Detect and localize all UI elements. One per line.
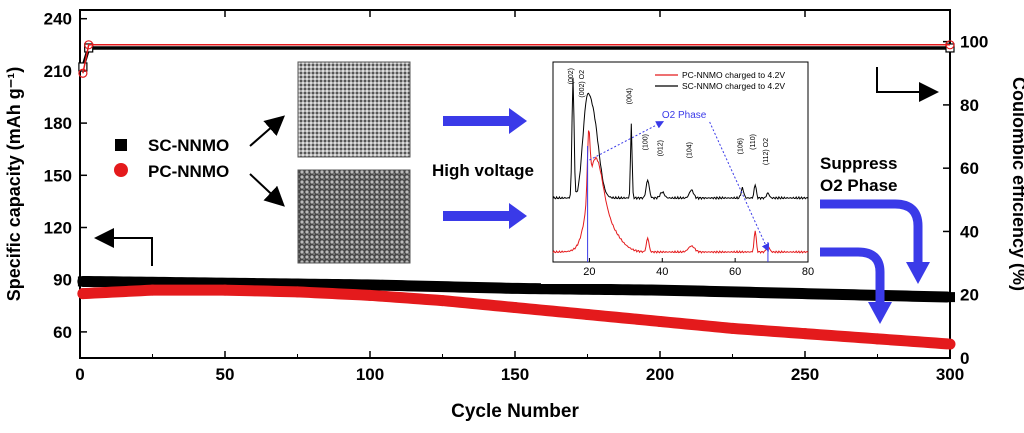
data-point [292,286,303,298]
right-axis-arrow [876,67,939,102]
suppress-label-2: O2 Phase [820,176,898,195]
inset-peak-label: (110) [750,134,757,150]
x-tick-label: 300 [936,365,964,384]
y-left-tick-label: 150 [44,166,72,185]
data-point [147,284,158,296]
inset-peak-label: (104) [686,142,693,158]
data-point [437,295,448,307]
suppress-arrow-bottom [815,247,885,302]
series-sc-nnmo [77,275,955,303]
data-point [655,285,665,296]
inset-legend-sc: SC-NNMO charged to 4.2V [682,81,785,91]
inset-frame [552,61,809,263]
y-right-tick-label: 0 [960,349,969,368]
y-right-tick-label: 40 [960,222,979,241]
ce-line [81,46,950,68]
inset-o2-arrow-2 [709,121,770,252]
y-right-tick-label: 60 [960,159,979,178]
data-point [84,40,94,50]
suppress-arrow-bottom-head [868,302,892,324]
y-right-tick-label: 20 [960,286,979,305]
inset-o2-arrow-1 [589,121,665,161]
y-right-tick-label: 80 [960,96,979,115]
x-tick-label: 0 [75,365,84,384]
data-point [800,288,810,299]
y-left-tick-label: 180 [44,114,72,133]
y-left-tick-label: 120 [44,219,72,238]
ce-line [82,44,950,74]
data-point [78,68,88,78]
y-left-axis-label: Specific capacity (mAh g⁻¹) [4,67,24,302]
inset-peak-label: (100) [643,134,650,150]
inset-x-tick-label: 20 [583,266,595,278]
data-point [944,338,956,350]
legend-marker-sc [115,139,127,151]
y-left-tick-label: 60 [53,323,72,342]
suppress-label-1: Suppress [820,154,897,173]
blue-arrow-top [443,108,527,134]
inset-peak-label: (002) [568,68,575,84]
data-point [364,289,376,301]
inset-x-tick-label: 40 [656,266,668,278]
data-point [945,40,955,50]
left-axis-arrow [94,228,153,266]
data-point [945,292,955,303]
legend-label-sc: SC-NNMO [148,136,229,155]
legend-label-pc: PC-NNMO [148,162,229,181]
data-point [509,302,521,314]
inset-peak-label: (106) [737,138,744,154]
blue-arrow-bottom [443,203,527,229]
data-point [510,283,520,294]
inset-peak-label: (112) O2 [763,138,770,165]
inset-x-tick-label: 60 [729,266,741,278]
y-left-tick-label: 210 [44,62,72,81]
legend-arrow-pc [249,173,285,207]
y-left-tick-label: 90 [53,271,72,290]
inset-peak-label: (002) O2 [579,70,586,98]
legend-marker-pc [114,163,128,177]
series-sc-nnmo-ce [78,43,955,72]
data-point [945,43,955,53]
data-point [654,315,666,327]
x-tick-label: 200 [646,365,674,384]
x-tick-label: 250 [791,365,819,384]
x-axis-label: Cycle Number [451,401,579,422]
inset-trace-sc [552,77,809,201]
suppress-arrow-top [815,199,923,262]
inset-peak-label: (012) [657,140,664,156]
data-point [220,278,230,289]
sem-image-sc [297,61,411,158]
data-point [77,276,88,287]
y-left-tick-label: 240 [44,10,72,29]
sem-image-pc [297,169,411,264]
legend-arrow-sc [249,115,286,147]
data-point [582,309,593,320]
series-pc-nnmo-ce [78,40,955,78]
inset-x-tick-label: 80 [802,266,814,278]
series-pc-nnmo [77,284,956,350]
data-point [872,333,883,345]
y-right-tick-label: 100 [960,33,988,52]
inset-o2-label: O2 Phase [662,110,707,121]
data-point [219,284,231,296]
suppress-arrow-top-head [906,262,930,284]
inset-legend-pc: PC-NNMO charged to 4.2V [682,70,785,80]
inset-peak-label: (004) [626,88,633,104]
x-tick-label: 100 [356,365,384,384]
data-point [727,322,738,334]
data-point [799,328,811,340]
x-tick-label: 150 [501,365,529,384]
data-point [77,288,89,300]
data-point [365,279,375,290]
high-voltage-label: High voltage [432,161,534,180]
y-right-axis-label: Coulombic efficiency (%) [1009,77,1024,291]
x-tick-label: 50 [216,365,235,384]
